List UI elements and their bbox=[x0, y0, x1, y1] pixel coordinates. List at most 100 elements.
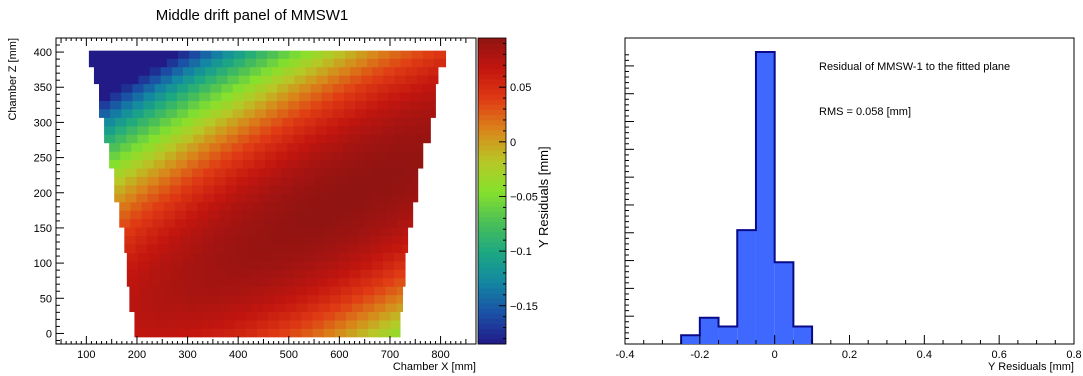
heatmap-cell bbox=[89, 51, 101, 59]
heatmap-cell bbox=[343, 143, 355, 152]
heatmap-cell bbox=[349, 117, 361, 126]
heatmap-cell bbox=[182, 126, 194, 135]
heatmap-cell bbox=[159, 185, 171, 194]
heatmap-cell bbox=[183, 253, 195, 262]
heatmap-cell bbox=[278, 58, 290, 67]
heatmap-y-tick-label: 50 bbox=[40, 293, 52, 305]
heatmap-cell bbox=[352, 303, 364, 312]
heatmap-cell bbox=[188, 101, 200, 110]
heatmap-cell bbox=[214, 185, 226, 194]
heatmap-cell bbox=[355, 84, 367, 93]
heatmap-cell bbox=[334, 51, 346, 59]
heatmap-cell bbox=[244, 109, 256, 118]
heatmap-cell bbox=[409, 219, 413, 228]
heatmap-cell bbox=[285, 295, 297, 304]
heatmap-cell bbox=[208, 210, 220, 219]
heatmap-cell bbox=[320, 210, 332, 219]
heatmap-cell bbox=[146, 320, 158, 329]
heatmap-cell bbox=[421, 151, 423, 160]
heatmap-cell bbox=[293, 134, 305, 143]
heatmap-cell bbox=[198, 143, 210, 152]
heatmap-cell bbox=[242, 219, 254, 228]
heatmap-cell bbox=[319, 286, 331, 295]
heatmap-cell bbox=[433, 109, 436, 118]
heatmap-cell bbox=[342, 219, 354, 228]
heatmap-cell bbox=[216, 269, 228, 278]
heatmap-cell bbox=[272, 67, 284, 76]
color-scale-step bbox=[478, 99, 506, 105]
heatmap-cell bbox=[192, 168, 204, 177]
heatmap-cell bbox=[274, 303, 286, 312]
heatmap-cell bbox=[366, 101, 378, 110]
heatmap-cell bbox=[250, 75, 262, 84]
histogram-frame bbox=[625, 38, 1074, 344]
color-scale-step bbox=[478, 43, 506, 49]
heatmap-cell bbox=[171, 261, 183, 270]
heatmap-cell bbox=[237, 168, 249, 177]
heatmap-cell bbox=[293, 126, 305, 135]
heatmap-cell bbox=[216, 75, 228, 84]
heatmap-cell bbox=[307, 295, 319, 304]
heatmap-cell bbox=[290, 312, 302, 321]
heatmap-cell bbox=[433, 84, 436, 93]
heatmap-cell bbox=[445, 51, 446, 59]
heatmap-cell bbox=[238, 134, 250, 143]
heatmap-cell bbox=[131, 143, 143, 152]
heatmap-cell bbox=[404, 185, 416, 194]
heatmap-cell bbox=[280, 227, 292, 236]
heatmap-cell bbox=[347, 236, 359, 245]
heatmap-cell bbox=[237, 177, 249, 186]
heatmap-cell bbox=[192, 185, 204, 194]
heatmap-cell bbox=[389, 58, 401, 67]
heatmap-cell bbox=[214, 193, 226, 202]
heatmap-cell bbox=[401, 58, 413, 67]
heatmap-cell bbox=[127, 75, 139, 84]
heatmap-cell bbox=[302, 236, 314, 245]
heatmap-cell bbox=[152, 286, 164, 295]
heatmap-cell bbox=[388, 109, 400, 118]
heatmap-cell bbox=[244, 84, 256, 93]
histogram-x-tick-label: 0 bbox=[772, 349, 778, 361]
heatmap-cell bbox=[354, 160, 366, 169]
heatmap-cell bbox=[328, 75, 340, 84]
heatmap-cell bbox=[243, 151, 255, 160]
heatmap-cell bbox=[326, 193, 338, 202]
heatmap-cell bbox=[120, 160, 132, 169]
heatmap-cell bbox=[391, 227, 403, 236]
histogram-x-tick-label: -0.2 bbox=[690, 349, 709, 361]
heatmap-cell bbox=[160, 117, 172, 126]
heatmap-cell bbox=[135, 236, 147, 245]
heatmap-cell bbox=[274, 295, 286, 304]
color-scale-step bbox=[478, 247, 506, 253]
heatmap-cell bbox=[309, 219, 321, 228]
heatmap-cell bbox=[241, 295, 253, 304]
heatmap-cell bbox=[138, 278, 150, 287]
heatmap-cell bbox=[175, 210, 187, 219]
heatmap-cell bbox=[268, 329, 280, 338]
color-scale-step bbox=[478, 140, 506, 146]
heatmap-cell bbox=[109, 143, 121, 152]
heatmap-cell bbox=[198, 160, 210, 169]
heatmap-cell bbox=[277, 84, 289, 93]
heatmap-cell bbox=[316, 278, 328, 287]
color-scale-step bbox=[478, 227, 506, 233]
heatmap-cell bbox=[389, 51, 401, 59]
heatmap-cell bbox=[405, 117, 417, 126]
heatmap-panel: Middle drift panel of MMSW1 100 200 300 400… bbox=[7, 7, 476, 373]
heatmap-cell bbox=[131, 151, 143, 160]
heatmap-cell bbox=[183, 67, 195, 76]
heatmap-cell bbox=[298, 151, 310, 160]
heatmap-cell bbox=[129, 286, 141, 295]
heatmap-cell bbox=[260, 117, 272, 126]
heatmap-cell bbox=[204, 134, 216, 143]
heatmap-cell bbox=[104, 126, 116, 135]
heatmap-cell bbox=[222, 51, 234, 59]
heatmap-cell bbox=[272, 278, 284, 287]
heatmap-cell bbox=[142, 210, 154, 219]
heatmap-cell bbox=[174, 295, 186, 304]
heatmap-cell bbox=[276, 151, 288, 160]
heatmap-cell bbox=[416, 134, 428, 143]
color-scale-step bbox=[478, 115, 506, 121]
heatmap-cell bbox=[160, 134, 172, 143]
heatmap-cell bbox=[383, 253, 395, 262]
